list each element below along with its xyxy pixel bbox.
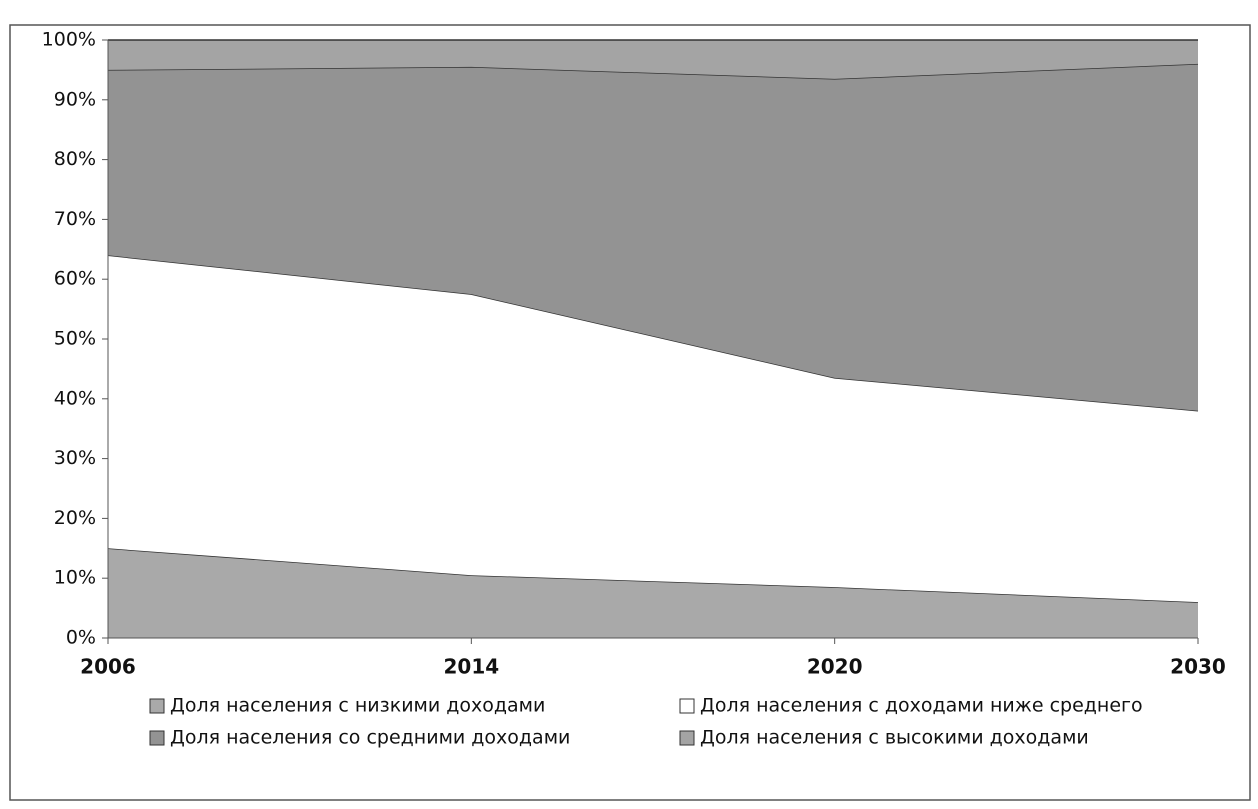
- area: [108, 40, 1198, 79]
- y-tick-label: 60%: [54, 268, 96, 290]
- legend-label: Доля населения с высокими доходами: [700, 727, 1089, 749]
- y-tick-label: 0%: [66, 627, 96, 649]
- legend-label: Доля населения с низкими доходами: [170, 695, 545, 717]
- legend-swatch: [679, 698, 695, 714]
- x-tick-label: 2030: [1170, 655, 1226, 679]
- y-tick-label: 50%: [54, 328, 96, 350]
- y-tick-label: 10%: [54, 567, 96, 589]
- x-tick-label: 2006: [80, 655, 136, 679]
- legend-swatch: [679, 730, 695, 746]
- x-tick-label: 2020: [807, 655, 863, 679]
- x-tick-label: 2014: [443, 655, 499, 679]
- y-tick-label: 30%: [54, 447, 96, 469]
- legend-swatch: [149, 730, 165, 746]
- area-edge: [107, 547, 1199, 603]
- y-tick-label: 100%: [42, 29, 96, 51]
- y-tick-label: 40%: [54, 387, 96, 409]
- area: [108, 548, 1198, 638]
- legend-label: Доля населения со средними доходами: [170, 727, 570, 749]
- y-tick-label: 80%: [54, 148, 96, 170]
- area: [108, 63, 1198, 411]
- legend-label: Доля населения с доходами ниже среднего: [700, 695, 1143, 717]
- y-tick-label: 90%: [54, 88, 96, 110]
- y-tick-label: 70%: [54, 208, 96, 230]
- y-tick-label: 20%: [54, 507, 96, 529]
- area: [108, 255, 1198, 603]
- legend-swatch: [149, 698, 165, 714]
